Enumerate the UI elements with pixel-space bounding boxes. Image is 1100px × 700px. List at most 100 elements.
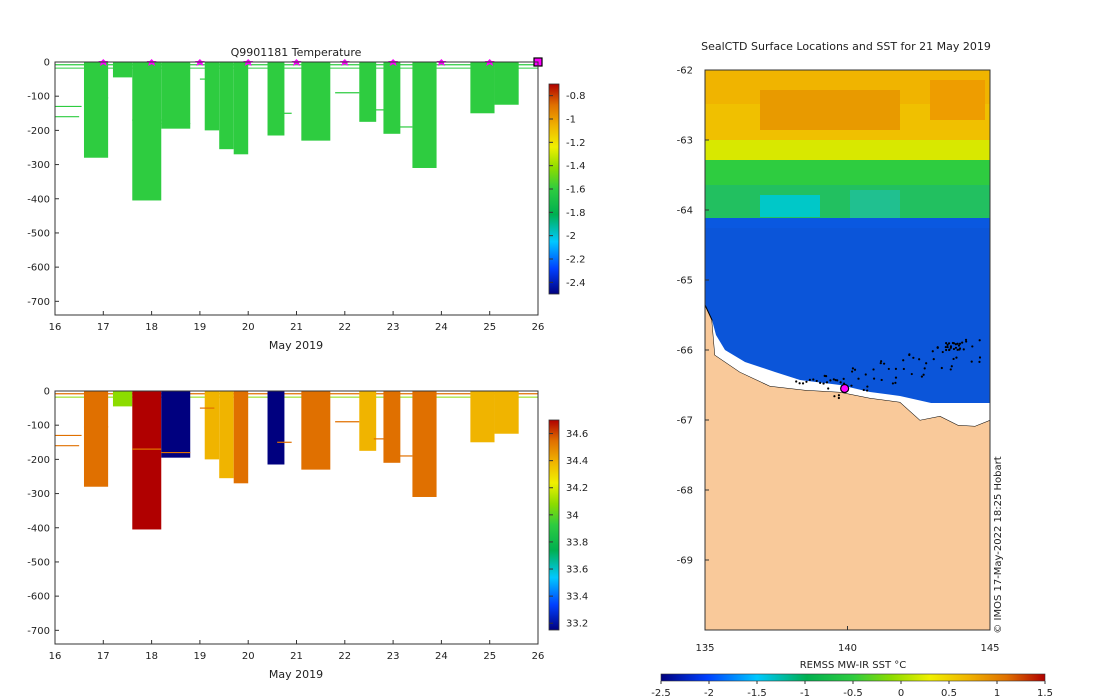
y-tick-label: 0 <box>44 387 50 398</box>
track-point <box>957 344 961 347</box>
track-point <box>946 345 949 349</box>
track-point <box>839 381 842 384</box>
profile-bar <box>494 391 519 434</box>
profile-bar <box>233 62 249 155</box>
map-axes: 135 140 145 -62 -63 -64 -65 -66 -67 -68 -69 <box>677 66 1000 655</box>
temperature-colorbar-ticks: -0.8 -1 -1.2 -1.4 -1.6 -1.8 -2 -2.2 -2.4 <box>549 91 586 289</box>
track-point <box>936 346 939 349</box>
y-tick-label: -500 <box>27 228 50 239</box>
track-point <box>808 378 811 382</box>
y-tick-label: -700 <box>27 626 50 637</box>
x-tick-label: 17 <box>97 651 110 662</box>
sst-colorbar-tick-label: -1.5 <box>747 688 767 699</box>
x-tick-label: 23 <box>387 322 400 333</box>
colorbar-tick-label: -0.8 <box>566 91 586 102</box>
map-y-tick-label: -64 <box>677 206 693 217</box>
track-point <box>815 379 818 383</box>
profile-bar <box>412 62 437 168</box>
track-point <box>956 342 959 345</box>
map-y-tick-label: -69 <box>677 556 693 567</box>
colorbar-tick-label: -1.2 <box>566 138 586 149</box>
x-tick-label: 24 <box>435 651 448 662</box>
coastal-gap <box>712 320 990 426</box>
colorbar-tick-label: 33.2 <box>566 619 588 630</box>
track-point <box>872 368 875 371</box>
colorbar-tick-label: -1 <box>566 115 576 126</box>
track-point <box>971 345 974 348</box>
colorbar-tick-label: 33.6 <box>566 565 588 576</box>
map-x-tick-label: 145 <box>980 643 999 654</box>
x-tick-label: 21 <box>290 322 303 333</box>
profile-bar <box>112 391 133 407</box>
credit-text: © IMOS 17-May-2022 18:25 Hobart <box>993 456 1004 633</box>
map-title: SealCTD Surface Locations and SST for 21… <box>701 40 991 53</box>
track-point <box>958 347 962 350</box>
profile-bar <box>132 391 162 530</box>
track-point <box>825 381 829 384</box>
track-point <box>836 379 839 382</box>
track-point <box>945 348 948 352</box>
map-y-tick-label: -66 <box>677 346 693 357</box>
track-point <box>853 368 857 371</box>
track-point <box>955 356 958 359</box>
map-y-tick-label: -62 <box>677 66 693 77</box>
track-point <box>891 382 895 385</box>
track-point <box>949 346 952 349</box>
x-tick-label: 17 <box>97 322 110 333</box>
track-point <box>837 396 840 400</box>
x-tick-label: 24 <box>435 322 448 333</box>
track-point <box>850 384 853 387</box>
track-point <box>805 380 808 383</box>
temperature-axes: 16 17 18 19 20 21 22 23 24 25 26 0 -100 -200 -300 -400 -… <box>27 58 544 334</box>
y-tick-label: -300 <box>27 489 50 500</box>
track-point <box>962 348 965 351</box>
track-point <box>857 377 860 380</box>
track-point <box>964 338 968 341</box>
profile-bar <box>470 62 495 114</box>
sst-colorbar-tick-label: 1 <box>994 688 1000 699</box>
temperature-title: Q9901181 Temperature <box>231 46 362 59</box>
track-point <box>978 339 981 342</box>
track-point <box>902 367 905 371</box>
map-y-tick-label: -67 <box>677 416 693 427</box>
profile-bar <box>233 391 249 484</box>
salinity-colorbar-ticks: 34.6 34.4 34.2 34 33.8 33.6 33.4 33.2 <box>549 429 588 630</box>
profile-bar <box>359 391 377 451</box>
track-point <box>887 367 890 371</box>
sst-colorbar-tick-label: 0.5 <box>941 688 957 699</box>
profile-bar <box>412 391 437 497</box>
track-point <box>879 361 882 365</box>
map-x-tick-label: 140 <box>838 643 857 654</box>
track-point <box>954 346 958 349</box>
sst-colorbar-tick-label: -0.5 <box>843 688 863 699</box>
profile-bar <box>301 62 331 141</box>
sst-colorbar-ticks: -2.5 -2 -1.5 -1 -0.5 0 0.5 1 1.5 <box>651 681 1053 699</box>
track-point <box>912 356 915 359</box>
track-point <box>832 378 835 381</box>
track-point <box>819 381 822 384</box>
profile-bar <box>219 391 234 479</box>
x-tick-label: 25 <box>483 651 496 662</box>
track-point <box>945 341 948 345</box>
track-point <box>894 376 898 379</box>
colorbar-tick-label: 34 <box>566 510 579 521</box>
salinity-xlabel: May 2019 <box>269 668 323 681</box>
y-tick-label: 0 <box>44 58 50 69</box>
track-point <box>798 382 801 385</box>
profile-bar <box>161 391 191 458</box>
colorbar-tick-label: -1.4 <box>566 161 586 172</box>
profile-bar <box>267 391 285 465</box>
x-tick-label: 22 <box>338 651 351 662</box>
y-tick-label: -100 <box>27 421 50 432</box>
sst-colorbar-tick-label: -2 <box>704 688 714 699</box>
sst-colorbar-label: REMSS MW-IR SST °C <box>800 660 907 671</box>
colorbar-tick-label: 33.8 <box>566 537 588 548</box>
track-point <box>851 367 854 370</box>
temperature-axes-frame <box>54 61 539 316</box>
profile-bar <box>383 391 401 463</box>
track-point <box>918 358 921 361</box>
track-point <box>801 382 805 385</box>
y-tick-label: -600 <box>27 263 50 274</box>
colorbar-tick-label: -2.4 <box>566 278 586 289</box>
